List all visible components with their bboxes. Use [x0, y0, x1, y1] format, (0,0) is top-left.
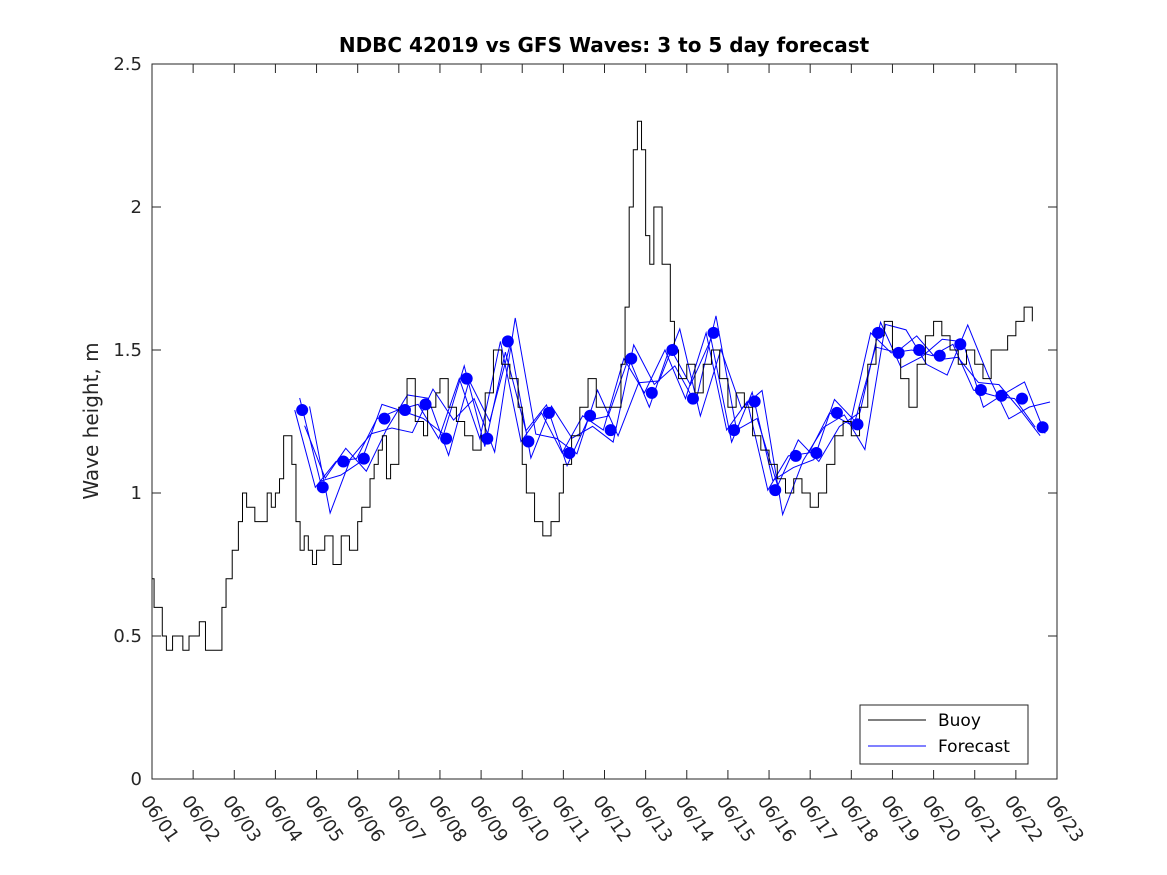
y-axis-label: Wave height, m: [79, 342, 103, 499]
forecast-series-line: [294, 330, 1036, 492]
forecast-point: [584, 409, 597, 422]
forecast-point: [481, 432, 494, 445]
forecast-point: [748, 395, 761, 408]
y-axis: 0 0.5 1 1.5 2 2.5: [113, 54, 1057, 790]
chart-title: NDBC 42019 vs GFS Waves: 3 to 5 day fore…: [339, 33, 870, 57]
forecast-markers: [296, 326, 1049, 497]
forecast-point: [563, 446, 576, 459]
forecast-point: [728, 424, 741, 437]
forecast-point: [419, 398, 432, 411]
forecast-point: [460, 372, 473, 385]
legend-buoy-label: Buoy: [938, 711, 981, 731]
forecast-point: [398, 404, 411, 417]
forecast-point: [666, 344, 679, 356]
y-tick-label: 2: [131, 197, 142, 218]
forecast-point: [933, 349, 946, 362]
forecast-point: [830, 406, 843, 419]
plot-area: [151, 63, 1058, 780]
forecast-point: [542, 406, 555, 419]
forecast-point: [1036, 421, 1049, 434]
forecast-point: [604, 424, 617, 437]
y-tick-label: 0: [131, 769, 142, 790]
forecast-point: [316, 481, 329, 494]
legend-forecast-label: Forecast: [938, 737, 1010, 757]
forecast-point: [913, 344, 926, 356]
forecast-point: [357, 452, 370, 465]
forecast-point: [810, 446, 823, 459]
forecast-point: [974, 384, 987, 397]
forecast-point: [296, 404, 309, 417]
legend: Buoy Forecast: [859, 704, 1029, 765]
y-tick-label: 1: [131, 483, 142, 504]
legend-box: [859, 704, 1029, 765]
forecast-point: [995, 389, 1008, 402]
forecast-point: [1016, 392, 1029, 405]
forecast-point: [686, 392, 699, 405]
forecast-point: [872, 326, 885, 339]
forecast-point: [769, 484, 782, 497]
forecast-point: [501, 335, 514, 348]
forecast-point: [954, 338, 967, 351]
forecast-point: [645, 386, 658, 399]
y-tick-label: 0.5: [113, 626, 142, 647]
forecast-point: [851, 418, 864, 431]
y-tick-label: 1.5: [113, 340, 142, 361]
forecast-series-line: [309, 317, 1051, 517]
y-tick-label: 2.5: [113, 54, 142, 75]
forecast-point: [707, 326, 720, 339]
forecast-point: [378, 412, 391, 425]
forecast-point: [522, 435, 535, 448]
forecast-point: [789, 449, 802, 462]
forecast-point: [892, 346, 905, 359]
forecast-point: [440, 432, 453, 445]
forecast-point: [337, 455, 350, 468]
forecast-point: [625, 352, 638, 365]
